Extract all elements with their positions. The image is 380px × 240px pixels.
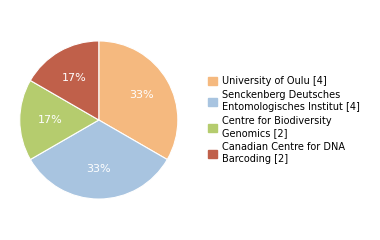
Wedge shape xyxy=(99,41,178,160)
Wedge shape xyxy=(30,120,167,199)
Text: 33%: 33% xyxy=(87,164,111,174)
Text: 17%: 17% xyxy=(62,72,87,83)
Text: 33%: 33% xyxy=(129,90,154,101)
Text: 17%: 17% xyxy=(37,115,62,125)
Wedge shape xyxy=(30,41,99,120)
Legend: University of Oulu [4], Senckenberg Deutsches
Entomologisches Institut [4], Cent: University of Oulu [4], Senckenberg Deut… xyxy=(206,74,362,166)
Wedge shape xyxy=(20,80,99,160)
